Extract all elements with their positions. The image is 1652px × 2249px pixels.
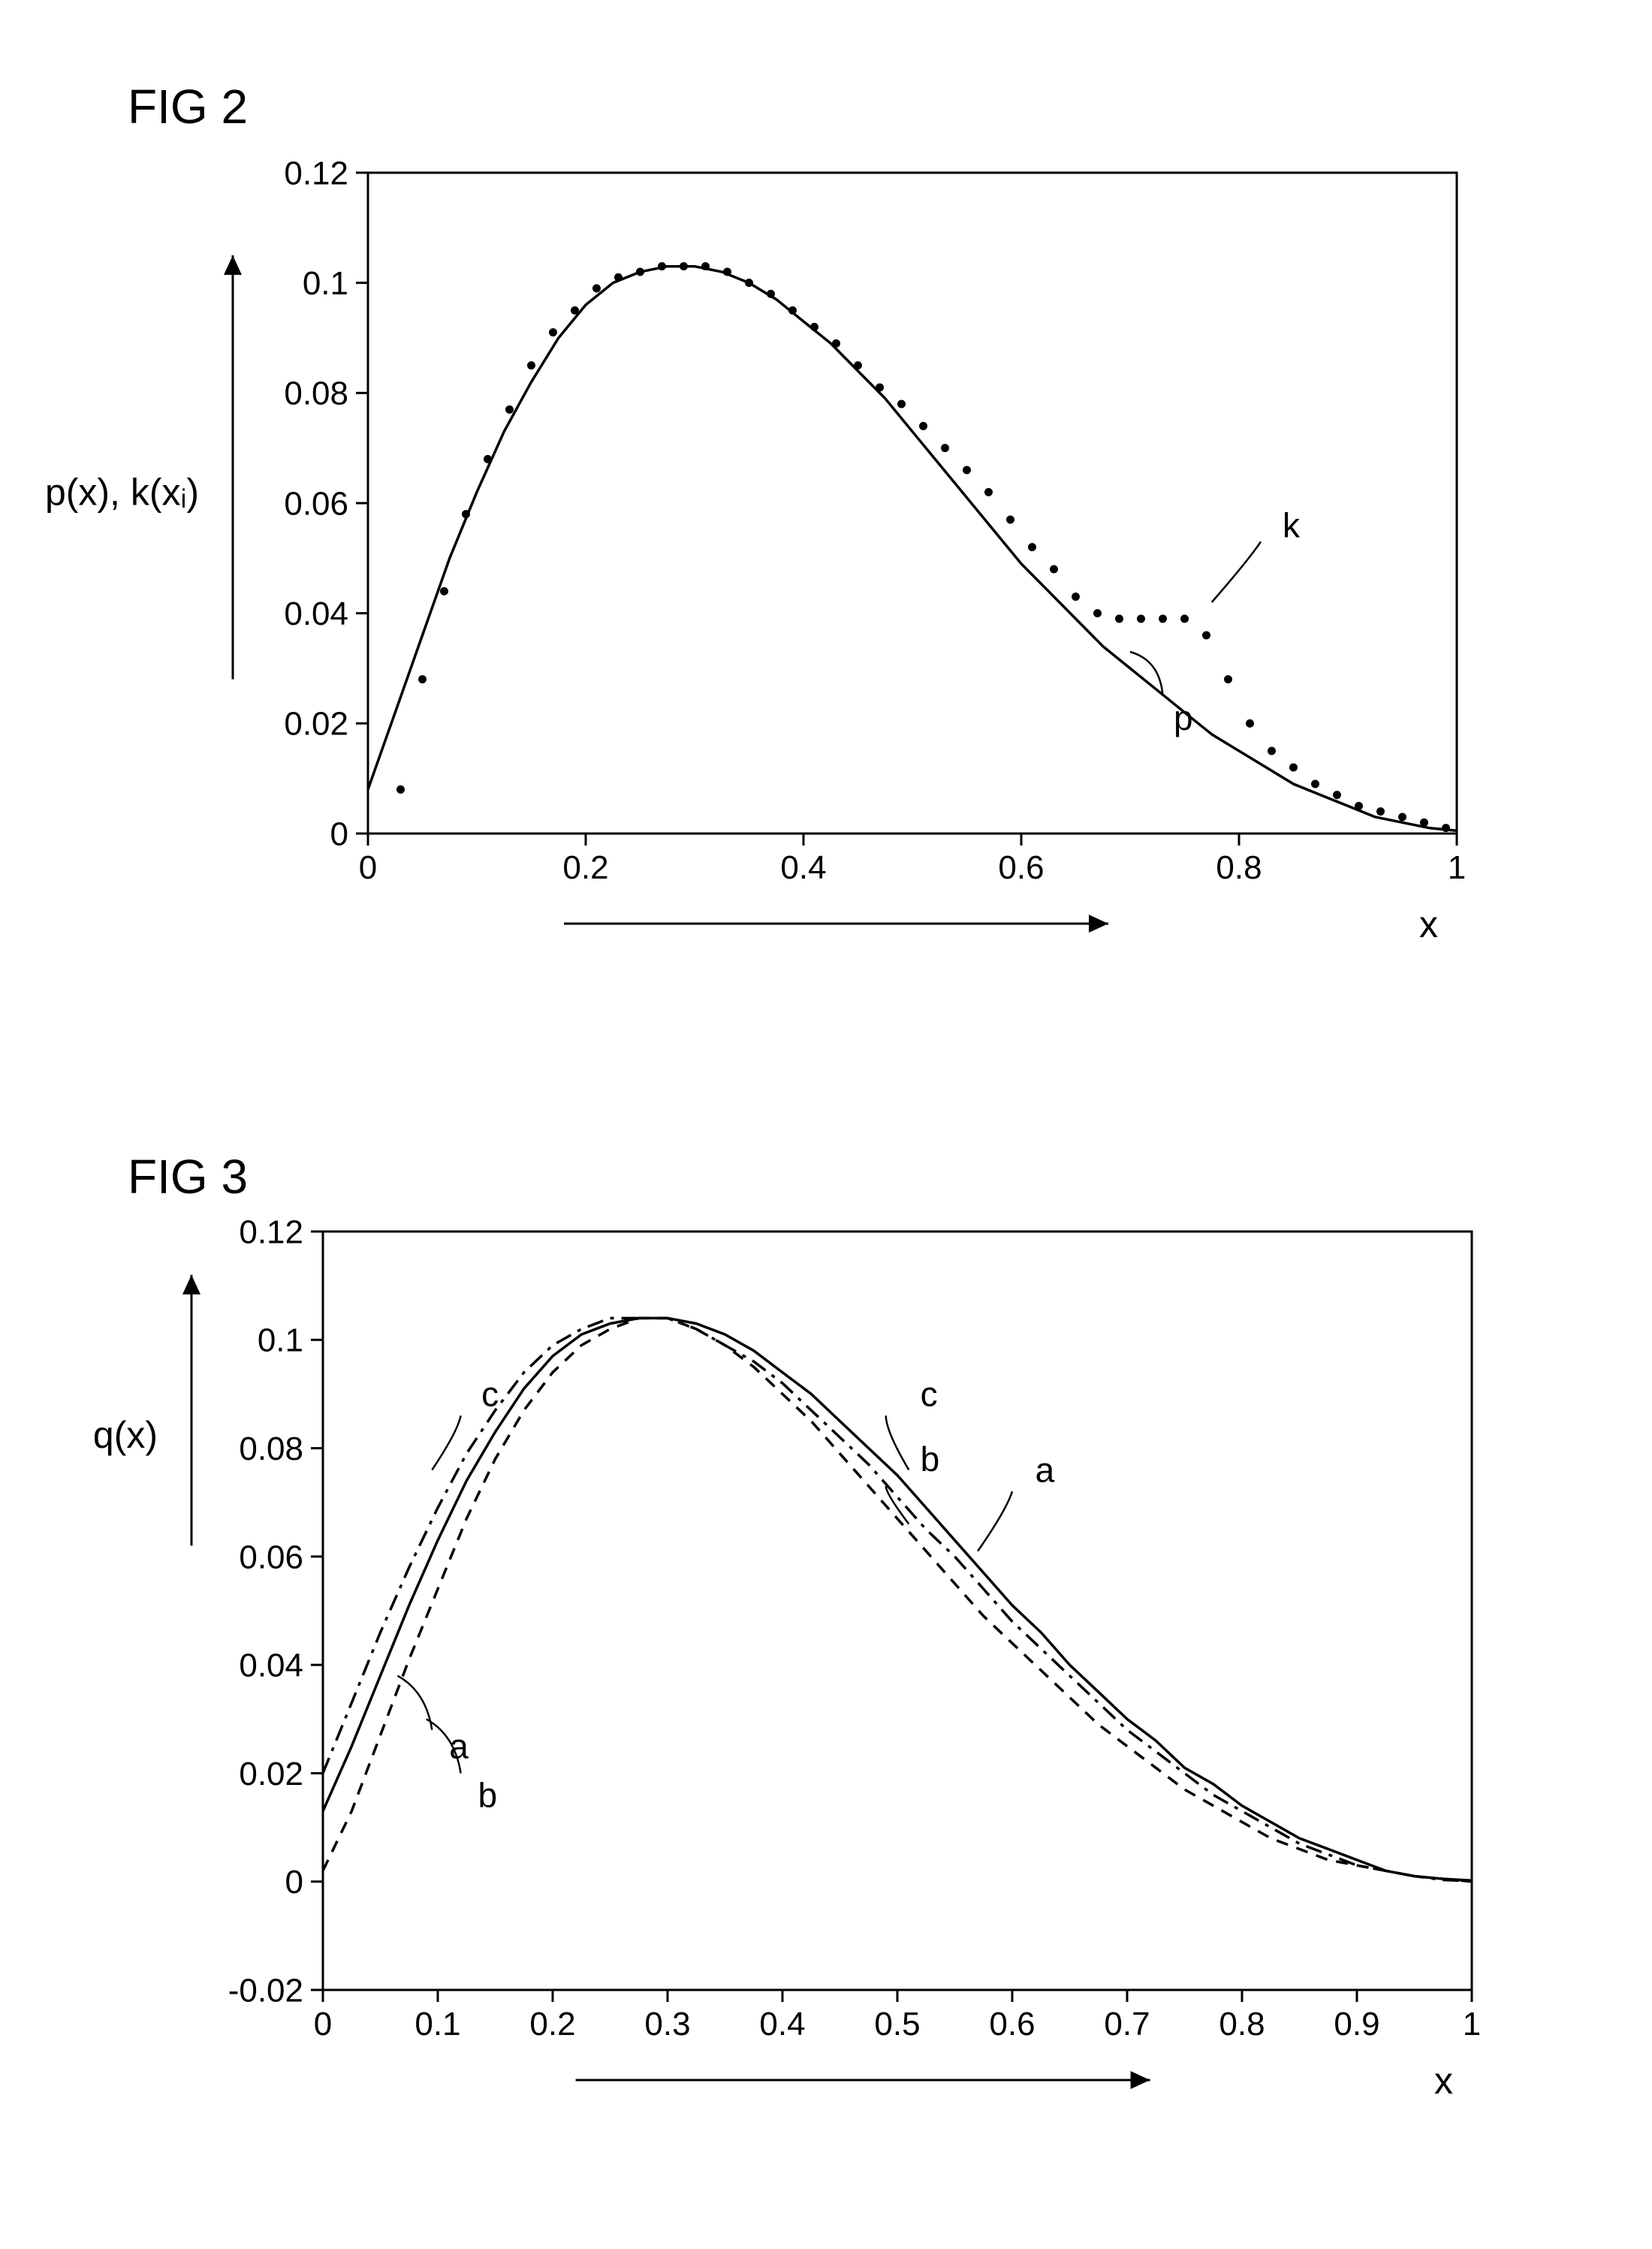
- svg-text:0.8: 0.8: [1216, 849, 1262, 886]
- svg-text:0.7: 0.7: [1104, 2006, 1150, 2042]
- svg-text:p(x), k(xᵢ): p(x), k(xᵢ): [45, 471, 199, 513]
- svg-text:x: x: [1434, 2060, 1453, 2102]
- svg-text:0.02: 0.02: [284, 706, 348, 743]
- fig2-chart: 0 0.2 0.4 0.6 0.8 1 0 0.02 0.04 0.06 0.08 0.1 0.12 p(…: [0, 0, 1652, 1089]
- svg-text:0.9: 0.9: [1334, 2006, 1379, 2042]
- svg-text:q(x): q(x): [93, 1414, 158, 1456]
- svg-text:0.4: 0.4: [780, 849, 826, 886]
- svg-text:1: 1: [1448, 849, 1466, 886]
- svg-text:0.2: 0.2: [562, 849, 608, 886]
- svg-text:0.12: 0.12: [284, 155, 348, 191]
- svg-text:0.12: 0.12: [239, 1213, 303, 1250]
- svg-text:0.04: 0.04: [239, 1648, 303, 1684]
- callout-k: k: [1283, 505, 1301, 544]
- callout-b: b: [921, 1440, 940, 1479]
- svg-text:0.1: 0.1: [258, 1322, 303, 1359]
- fig3-chart: 0 0.1 0.2 0.3 0.4 0.5 0.6 0.7 0.8 0.9 1 -0.02 0 0.02 0…: [0, 1089, 1652, 2249]
- svg-text:-0.02: -0.02: [228, 1972, 303, 2009]
- svg-text:0.06: 0.06: [239, 1539, 303, 1575]
- svg-text:0.04: 0.04: [284, 595, 348, 632]
- svg-text:0: 0: [330, 815, 348, 852]
- callout-c: c: [481, 1374, 499, 1413]
- svg-text:0.08: 0.08: [284, 375, 348, 412]
- svg-text:x: x: [1419, 903, 1438, 945]
- svg-text:0.2: 0.2: [529, 2006, 575, 2042]
- svg-text:0.3: 0.3: [644, 2006, 690, 2042]
- svg-text:0.6: 0.6: [989, 2006, 1035, 2042]
- svg-text:0: 0: [359, 849, 377, 886]
- series-p: [368, 267, 1457, 831]
- page: FIG 2 00.20.40.60.8100.020.040.060.080.1…: [0, 0, 1652, 2249]
- callout-a: a: [1036, 1450, 1055, 1489]
- svg-text:1: 1: [1463, 2006, 1481, 2042]
- svg-text:0: 0: [285, 1864, 303, 1901]
- svg-text:0.06: 0.06: [284, 485, 348, 522]
- callout-c: c: [921, 1374, 938, 1413]
- callout-p: p: [1174, 698, 1193, 737]
- svg-text:0.8: 0.8: [1219, 2006, 1265, 2042]
- svg-text:0.6: 0.6: [998, 849, 1044, 886]
- svg-text:0.02: 0.02: [239, 1756, 303, 1792]
- svg-text:0.4: 0.4: [759, 2006, 805, 2042]
- svg-text:0.1: 0.1: [303, 265, 348, 302]
- svg-text:0.08: 0.08: [239, 1430, 303, 1467]
- svg-text:0.5: 0.5: [874, 2006, 920, 2042]
- series-k: [396, 262, 1450, 832]
- callout-b: b: [478, 1775, 498, 1814]
- svg-text:0.1: 0.1: [415, 2006, 460, 2042]
- svg-text:0: 0: [314, 2006, 332, 2042]
